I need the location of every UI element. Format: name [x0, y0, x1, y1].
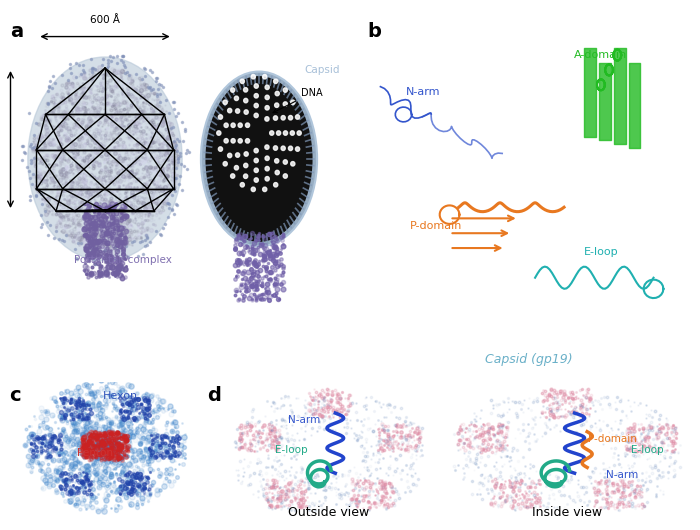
- Circle shape: [244, 99, 248, 103]
- Circle shape: [234, 165, 239, 170]
- Circle shape: [274, 103, 279, 108]
- Circle shape: [238, 139, 242, 143]
- Text: d: d: [207, 386, 221, 405]
- Circle shape: [262, 75, 267, 79]
- Circle shape: [254, 84, 258, 88]
- Circle shape: [297, 131, 301, 135]
- Circle shape: [224, 138, 228, 143]
- Text: Inside view: Inside view: [532, 506, 602, 519]
- Circle shape: [244, 163, 248, 167]
- Circle shape: [224, 123, 228, 128]
- Circle shape: [265, 176, 270, 181]
- Circle shape: [230, 174, 235, 178]
- Circle shape: [274, 146, 278, 151]
- Text: N-arm: N-arm: [406, 87, 440, 97]
- Circle shape: [251, 187, 256, 191]
- Circle shape: [235, 109, 239, 113]
- Text: Outside view: Outside view: [288, 506, 370, 519]
- Circle shape: [281, 116, 286, 120]
- Ellipse shape: [203, 73, 315, 245]
- Text: P-domain: P-domain: [410, 221, 463, 231]
- Circle shape: [274, 158, 279, 163]
- Circle shape: [284, 88, 288, 92]
- Circle shape: [265, 166, 270, 171]
- Circle shape: [265, 95, 270, 100]
- Circle shape: [281, 146, 286, 151]
- Circle shape: [246, 123, 250, 127]
- Circle shape: [265, 85, 270, 90]
- Circle shape: [254, 113, 258, 118]
- Circle shape: [265, 145, 269, 149]
- Circle shape: [288, 146, 293, 151]
- Circle shape: [290, 100, 295, 104]
- Text: Penton: Penton: [77, 448, 113, 458]
- Circle shape: [218, 115, 223, 119]
- Circle shape: [238, 123, 242, 127]
- Circle shape: [274, 182, 278, 187]
- Circle shape: [290, 162, 295, 166]
- Circle shape: [275, 170, 279, 175]
- Text: P-domain: P-domain: [588, 434, 637, 444]
- Circle shape: [284, 131, 288, 135]
- Circle shape: [288, 116, 293, 120]
- Circle shape: [244, 174, 248, 179]
- Text: E-loop: E-loop: [275, 445, 307, 455]
- Circle shape: [276, 131, 281, 135]
- Ellipse shape: [28, 57, 182, 261]
- Circle shape: [265, 117, 269, 121]
- Circle shape: [223, 162, 228, 166]
- Text: N-arm: N-arm: [288, 415, 320, 425]
- Circle shape: [217, 131, 221, 135]
- Circle shape: [262, 187, 267, 191]
- Circle shape: [295, 147, 300, 151]
- Circle shape: [265, 105, 270, 110]
- Circle shape: [254, 178, 258, 182]
- Text: DNA: DNA: [273, 88, 323, 113]
- Circle shape: [254, 148, 258, 153]
- Text: E-loop: E-loop: [584, 247, 618, 257]
- Circle shape: [228, 153, 232, 158]
- Text: Capsid: Capsid: [304, 65, 340, 75]
- Circle shape: [275, 91, 279, 96]
- Circle shape: [235, 153, 239, 157]
- Circle shape: [244, 152, 248, 156]
- Circle shape: [231, 138, 235, 143]
- Circle shape: [240, 79, 244, 84]
- Circle shape: [265, 156, 270, 161]
- Text: a: a: [10, 22, 24, 41]
- Circle shape: [254, 94, 258, 98]
- Circle shape: [231, 123, 235, 128]
- Circle shape: [290, 131, 295, 135]
- Circle shape: [284, 102, 288, 107]
- Circle shape: [254, 168, 258, 172]
- Circle shape: [223, 100, 228, 104]
- Text: 600 Å: 600 Å: [90, 15, 120, 25]
- Text: Portal-tail complex: Portal-tail complex: [74, 255, 172, 266]
- Text: Capsid (gp19): Capsid (gp19): [484, 353, 573, 366]
- Circle shape: [230, 88, 235, 92]
- Circle shape: [228, 108, 232, 113]
- Circle shape: [240, 182, 244, 187]
- Text: A-domain: A-domain: [574, 50, 627, 60]
- Circle shape: [234, 96, 239, 101]
- Circle shape: [270, 131, 274, 135]
- Circle shape: [274, 79, 278, 84]
- Text: c: c: [9, 386, 20, 405]
- Text: Hexon: Hexon: [103, 391, 138, 401]
- Circle shape: [251, 75, 256, 79]
- Circle shape: [246, 139, 250, 143]
- Circle shape: [244, 110, 248, 114]
- Text: b: b: [368, 22, 382, 41]
- Circle shape: [295, 115, 300, 119]
- Text: E-loop: E-loop: [631, 445, 664, 455]
- Circle shape: [284, 174, 288, 178]
- Circle shape: [244, 87, 248, 92]
- Circle shape: [274, 116, 278, 120]
- Circle shape: [254, 103, 258, 108]
- Circle shape: [254, 158, 258, 163]
- Circle shape: [284, 160, 288, 164]
- Circle shape: [218, 147, 223, 151]
- Text: N-arm: N-arm: [606, 470, 638, 480]
